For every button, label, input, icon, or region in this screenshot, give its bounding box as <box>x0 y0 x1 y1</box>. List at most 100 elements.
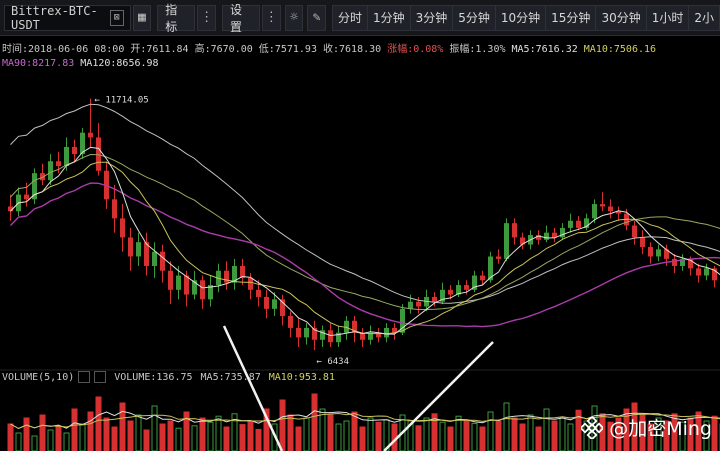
symbol-close-icon[interactable]: ⊠ <box>109 9 124 26</box>
volume-bar <box>287 414 294 451</box>
volume-bar <box>527 414 534 451</box>
volume-bar <box>567 423 574 451</box>
more-icon[interactable]: ⋮ <box>197 4 216 31</box>
volume-bar <box>39 414 46 451</box>
volume-bar <box>695 411 702 451</box>
tab-timeframe[interactable]: 30分钟 <box>596 4 647 31</box>
candle-body <box>448 289 453 295</box>
candle-body <box>432 296 437 302</box>
volume-bar <box>207 421 214 451</box>
volume-bar <box>607 421 614 451</box>
vol-settings-icon[interactable] <box>78 371 91 383</box>
candle-body <box>480 275 485 281</box>
tab-timeframe[interactable]: 分时 <box>331 4 368 31</box>
candle-body <box>464 285 469 290</box>
candle-body <box>592 204 597 219</box>
tab-timeframe[interactable]: 5分钟 <box>453 4 496 31</box>
tab-timeframe[interactable]: 1分钟 <box>367 4 411 31</box>
candle-body <box>616 211 621 214</box>
volume-bar <box>79 423 86 451</box>
candlestick-chart[interactable]: ← 11714.05 ← 6434 <box>0 36 720 451</box>
draw-pen-icon[interactable]: ✎ <box>307 4 326 31</box>
info-high: 高:7670.00 <box>194 44 253 55</box>
ma90-line <box>9 182 720 328</box>
candle-body <box>96 137 101 171</box>
volume-bar <box>535 426 542 451</box>
vol-ma10: MA10:953.81 <box>268 371 335 383</box>
volume-bar <box>15 432 22 451</box>
settings-button[interactable]: 设置 <box>221 3 261 34</box>
tab-timeframe[interactable]: 10分钟 <box>495 4 547 31</box>
info-amplitude: 振幅:1.30% <box>449 44 506 55</box>
volume-bar <box>359 426 366 451</box>
vol-label: VOLUME(5,10) <box>2 371 75 383</box>
info-change: 涨幅:0.08% <box>387 44 444 55</box>
candle-body <box>336 332 341 343</box>
volume-bar <box>647 423 654 451</box>
candle-body <box>712 268 717 281</box>
volume-bar <box>215 415 222 451</box>
volume-bar <box>519 423 526 451</box>
high-price-label: ← 11714.05 <box>95 96 149 106</box>
tab-timeframe[interactable]: 15分钟 <box>546 4 597 31</box>
candle-body <box>120 218 125 238</box>
candle-body <box>224 270 229 283</box>
volume-bar <box>263 408 270 451</box>
candle-body <box>392 327 397 333</box>
volume-bar <box>335 423 342 451</box>
volume-bar <box>711 415 718 451</box>
candle-body <box>384 327 389 338</box>
tab-timeframe[interactable]: 3分钟 <box>410 4 454 31</box>
toolbar: Bittrex-BTC-USDT ⊠ ▦ 指标 ⋮ 设置 ⋮ ☼ ✎ 分时 1分… <box>0 0 720 36</box>
candle-body <box>680 258 685 266</box>
volume-bar <box>295 426 302 451</box>
volume-bar <box>119 402 126 451</box>
candle-body <box>704 268 709 276</box>
candle-body <box>280 299 285 316</box>
candle-body <box>520 237 525 245</box>
candle-body <box>576 220 581 228</box>
symbol-selector[interactable]: Bittrex-BTC-USDT ⊠ <box>4 4 131 32</box>
vol-ma5: MA5:735.87 <box>200 371 261 383</box>
candle-body <box>232 266 237 283</box>
candle-body <box>152 251 157 266</box>
volume-bar <box>327 414 334 451</box>
candle-body <box>288 316 293 328</box>
candle-body <box>584 218 589 228</box>
volume-bar <box>183 411 190 451</box>
volume-bar <box>55 426 62 451</box>
tab-timeframe[interactable]: 1小时 <box>646 4 690 31</box>
volume-bar <box>167 420 174 451</box>
candle-body <box>496 256 501 259</box>
vol-value: VOLUME:136.75 <box>114 371 193 383</box>
volume-bar <box>367 417 374 451</box>
candle-body <box>264 296 269 309</box>
volume-bar <box>655 417 662 451</box>
volume-bar <box>47 429 54 451</box>
candle-body <box>168 270 173 290</box>
grid-icon[interactable]: ▦ <box>132 4 152 31</box>
volume-bar <box>663 420 670 451</box>
candle-body <box>320 330 325 340</box>
volume-bar <box>311 393 318 451</box>
more-icon-2[interactable]: ⋮ <box>262 4 281 31</box>
tab-timeframe[interactable]: 2小 <box>689 4 720 31</box>
candle-body <box>640 237 645 247</box>
watermark-text: @加密Ming <box>609 418 712 440</box>
candle-body <box>400 308 405 333</box>
brightness-icon[interactable]: ☼ <box>284 4 304 31</box>
candle-body <box>488 256 493 281</box>
candle-body <box>112 199 117 219</box>
candle-body <box>456 285 461 295</box>
candle-body <box>40 173 45 181</box>
candle-body <box>376 332 381 338</box>
candle-body <box>272 299 277 309</box>
volume-bar <box>343 420 350 451</box>
indicator-button[interactable]: 指标 <box>157 3 196 34</box>
candle-body <box>536 235 541 240</box>
volume-bar <box>71 408 78 451</box>
ma90-line-light <box>10 153 720 310</box>
candle-body <box>80 132 85 155</box>
vol-close-icon[interactable] <box>94 371 107 383</box>
candle-body <box>600 204 605 207</box>
